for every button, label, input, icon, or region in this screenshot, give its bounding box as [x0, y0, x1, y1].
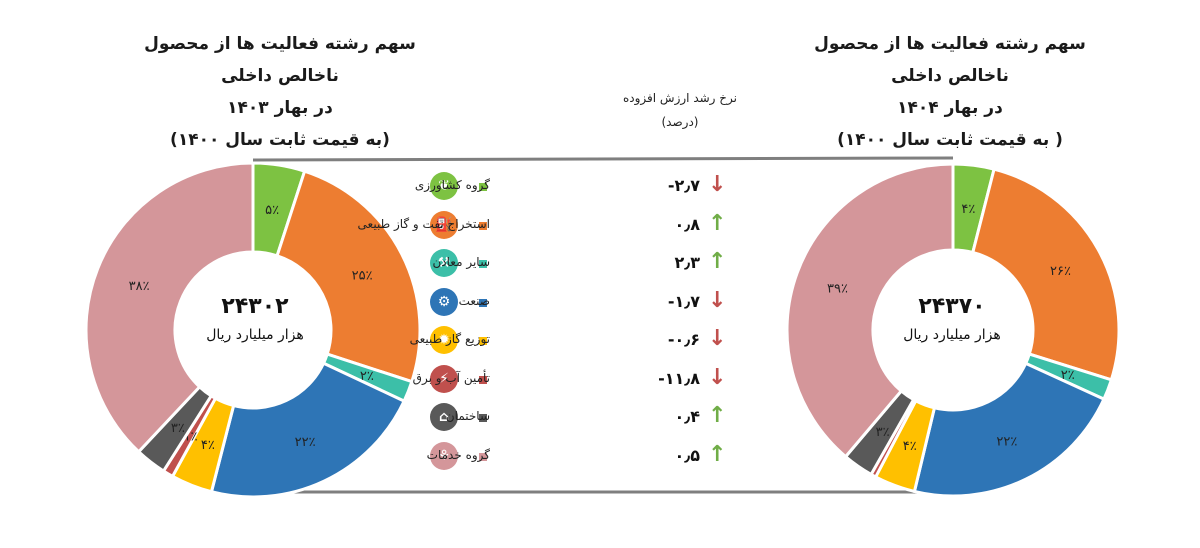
left-title-line-2: در بهار ۱۴۰۳	[227, 98, 333, 118]
right-chart-title: سهم رشته فعالیت ها از محصول ناخالص داخلی…	[790, 28, 1110, 156]
industry-icon: ⚙	[430, 287, 458, 316]
growth-value-oil-gas: ۰٫۸	[674, 214, 700, 234]
arrow-down-icon: ↓	[708, 326, 727, 351]
right-slice-oil-gas	[970, 167, 1121, 382]
right-label-agriculture: ۴٪	[961, 202, 975, 217]
left-label-agriculture: ۵٪	[265, 203, 279, 218]
growth-header-line-1: نرخ رشد ارزش افزوده	[623, 91, 737, 105]
right-title-line-1: سهم رشته فعالیت ها از محصول ناخالص داخلی	[814, 34, 1086, 86]
arrow-up-icon: ↑	[708, 210, 727, 236]
mining-icon: ⚒	[430, 249, 458, 277]
left-label-construction: ۳٪	[171, 421, 185, 436]
legend-swatch-industry	[479, 298, 487, 307]
left-donut-center: ۲۴۳۰۲ هزار میلیارد ریال	[180, 294, 330, 343]
right-total-value: ۲۴۳۷۰	[918, 294, 986, 319]
left-label-gas-distribution: ۴٪	[201, 438, 215, 453]
right-donut-center: ۲۴۳۷۰ هزار میلیارد ریال	[877, 294, 1027, 343]
legend-label-agriculture: گروه کشاورزی	[414, 178, 490, 192]
legend-label-water-electricity: تأمین آب و برق	[412, 370, 490, 385]
legend-swatch-construction	[479, 414, 487, 422]
arrow-down-icon: ↓	[708, 287, 727, 313]
water-electricity-icon: ⚡	[430, 364, 458, 393]
legend-label-mining: سایر معادن	[432, 255, 490, 269]
right-label-industry: ۲۲٪	[996, 435, 1017, 450]
growth-header-line-2: (درصد)	[661, 115, 699, 129]
arrow-down-icon: ↓	[708, 364, 727, 390]
agriculture-icon: ❦	[430, 172, 458, 200]
legend-label-construction: ساختمان	[445, 409, 490, 423]
legend-row-gas-distribution: ✹ توزیع گاز طبیعی -۰٫۶ ↓	[0, 326, 1200, 356]
legend-swatch-services	[479, 452, 487, 461]
legend-row-industry: ⚙ صنعت -۱٫۷ ↓	[0, 287, 1200, 318]
left-label-industry: ۲۲٪	[295, 435, 316, 450]
legend-row-agriculture: ❦ گروه کشاورزی -۲٫۷ ↓	[0, 172, 1200, 202]
left-slice-services	[84, 161, 255, 454]
legend-row-oil-gas: ⛽ استخراج نفت و گاز طبیعی ۰٫۸ ↑	[0, 210, 1200, 241]
frame-top-line	[252, 156, 954, 162]
growth-value-construction: ۰٫۴	[674, 407, 700, 426]
legend-row-services: ⚘ گروه خدمات ۰٫۵ ↑	[0, 441, 1200, 472]
legend-row-mining: ⚒ سایر معادن ۲٫۳ ↑	[0, 249, 1200, 279]
legend-row-construction: ⌂ ساختمان ۰٫۴ ↑	[0, 403, 1200, 433]
legend-swatch-oil-gas	[479, 221, 487, 230]
growth-value-services: ۰٫۵	[674, 445, 700, 465]
oil-gas-icon: ⛽	[430, 210, 458, 239]
growth-rate-header: نرخ رشد ارزش افزوده (درصد)	[600, 86, 760, 134]
legend-swatch-agriculture	[479, 183, 487, 191]
left-total-unit: هزار میلیارد ریال	[206, 327, 304, 343]
legend-row-water-electricity: ⚡ تأمین آب و برق -۱۱٫۸ ↓	[0, 364, 1200, 395]
growth-value-agriculture: -۲٫۷	[667, 176, 700, 195]
arrow-up-icon: ↑	[708, 249, 727, 274]
arrow-down-icon: ↓	[708, 172, 727, 197]
bulb-icon: ✹	[430, 326, 458, 354]
right-label-gas-distribution: ۴٪	[903, 439, 917, 454]
right-slice-industry	[912, 361, 1106, 498]
right-label-services: ۳۹٪	[827, 282, 848, 297]
right-title-line-3: ( به قیمت ثابت سال ۱۴۰۰)	[837, 130, 1063, 150]
arrow-up-icon: ↑	[708, 441, 727, 467]
left-slice-industry	[209, 361, 407, 499]
arrow-up-icon: ↑	[708, 403, 727, 428]
left-chart-title: سهم رشته فعالیت ها از محصول ناخالص داخلی…	[120, 28, 440, 156]
right-title-line-2: در بهار ۱۴۰۴	[897, 98, 1003, 118]
left-total-value: ۲۴۳۰۲	[221, 294, 289, 319]
construction-icon: ⌂	[430, 403, 458, 431]
legend-label-gas-distribution: توزیع گاز طبیعی	[409, 332, 490, 346]
left-label-services: ۳۸٪	[129, 279, 150, 294]
legend-frame	[252, 156, 954, 494]
left-title-line-3: (به قیمت ثابت سال ۱۴۰۰)	[170, 130, 390, 150]
growth-value-water-electricity: -۱۱٫۸	[658, 368, 700, 388]
right-slice-services	[785, 162, 955, 459]
legend-label-services: گروه خدمات	[426, 447, 490, 462]
legend-swatch-water-electricity	[479, 375, 487, 384]
growth-value-gas-distribution: -۰٫۶	[667, 330, 700, 349]
legend-swatch-mining	[479, 260, 487, 268]
legend-label-industry: صنعت	[458, 293, 490, 308]
growth-value-mining: ۲٫۳	[674, 253, 700, 272]
growth-value-industry: -۱٫۷	[667, 291, 700, 311]
donut-chart-1403: ۵٪۲۵٪۲٪۲۲٪۴٪۱٪۳٪۳۸٪	[84, 161, 422, 499]
legend-swatch-gas-distribution	[479, 337, 487, 345]
left-slice-oil-gas	[275, 169, 422, 384]
services-icon: ⚘	[430, 441, 458, 470]
donut-chart-1404: ۴٪۲۶٪۲٪۲۲٪۴٪۳٪۳۹٪	[785, 162, 1121, 498]
left-label-oil-gas: ۲۵٪	[352, 268, 373, 283]
right-total-unit: هزار میلیارد ریال	[903, 327, 1001, 343]
left-title-line-1: سهم رشته فعالیت ها از محصول ناخالص داخلی	[144, 34, 416, 86]
right-label-oil-gas: ۲۶٪	[1050, 264, 1071, 279]
legend-label-oil-gas: استخراج نفت و گاز طبیعی	[357, 216, 490, 231]
right-label-construction: ۳٪	[876, 425, 890, 440]
